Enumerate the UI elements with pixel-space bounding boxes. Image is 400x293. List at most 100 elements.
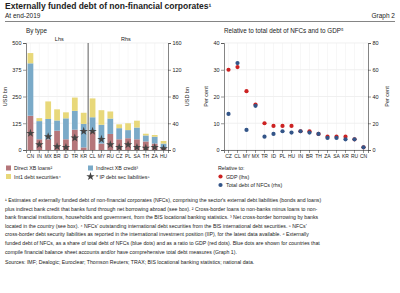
y-tick-mark (23, 123, 26, 124)
grid-line-y (26, 43, 168, 44)
y-tick-label: 375 (12, 67, 21, 73)
star-point (26, 129, 34, 137)
dot (307, 131, 311, 135)
bar (90, 132, 96, 150)
bar (54, 120, 60, 130)
y-tick-label: 20 (213, 94, 219, 100)
x-tick-label: RU (351, 153, 359, 159)
dot (352, 137, 356, 141)
x-tick-label: MY (98, 153, 106, 159)
grid-line-x (228, 43, 229, 150)
bar (143, 135, 149, 141)
star-point (124, 140, 132, 148)
x-tick-label: MX (252, 153, 260, 159)
x-tick-label: TR (71, 153, 78, 159)
footnote: plus indirect bank credit that banks fun… (5, 206, 318, 212)
bar (125, 123, 131, 130)
bar (125, 130, 131, 138)
y2-tick-mark (168, 70, 171, 71)
x-tick: RU (351, 150, 359, 159)
y2-tick-label: 80 (373, 40, 379, 46)
x-tick-label: CL (234, 153, 241, 159)
bar (36, 121, 42, 139)
y-tick-label: 0 (18, 147, 21, 153)
y2-axis: 04080120160 (168, 40, 182, 153)
header-rule (5, 21, 395, 22)
bar (45, 101, 51, 119)
grid-line-y (26, 96, 168, 97)
bar (28, 63, 34, 115)
y2-tick: 40 (368, 94, 379, 100)
dot (226, 68, 230, 72)
x-axis: CNINMXBRIDTRKRCLMYRUCZPLSATHZAHU (27, 150, 169, 159)
x-tick: HU (288, 150, 296, 159)
legend-label: GDP (lhs) (226, 174, 249, 180)
y2-tick-label: 20 (373, 121, 379, 127)
y2-tick-label: 120 (173, 67, 182, 73)
bar-series (28, 53, 167, 144)
x-tick-label: MY (243, 153, 251, 159)
x-tick: CZ (116, 150, 123, 159)
dot (298, 129, 302, 133)
grid-line-x (300, 43, 301, 150)
y2-tick: 40 (168, 121, 179, 127)
dot (325, 136, 329, 140)
grid-line-x (154, 43, 155, 150)
y2-tick-mark (168, 97, 171, 98)
dot (289, 124, 293, 128)
graph-label: Graph 2 (372, 12, 396, 20)
y2-tick-mark (368, 43, 371, 44)
grid-line-x (246, 43, 247, 150)
y2-tick-label: 40 (373, 94, 379, 100)
x-tick-label: MX (44, 153, 52, 159)
y-tick: 125 (12, 121, 26, 127)
y-tick: 20 (213, 94, 224, 100)
x-tick: MY (243, 150, 251, 159)
x-axis: CZCLMYMXTRIDPLHUINBRTHZASAKRRUCN (225, 150, 369, 159)
legend-swatch (6, 174, 11, 179)
subtitle: At end-2019 (5, 12, 41, 19)
y2-tick: 160 (168, 40, 182, 46)
x-tick-label: PL (279, 153, 285, 159)
star-point (35, 140, 43, 148)
x-tick-label: ZA (324, 153, 331, 159)
x-tick-label: SA (134, 153, 141, 159)
y2-tick: 80 (368, 40, 379, 46)
annotation: Rhs (121, 36, 131, 42)
x-tick: HU (160, 150, 168, 159)
footnote: bank financial institutions, households … (5, 214, 319, 220)
legend-label: Int1 debt securities⁴ (14, 174, 61, 180)
star-point (62, 143, 70, 150)
y2-tick: 20 (368, 121, 379, 127)
bar (143, 134, 149, 136)
legend-label: Total debt of NFCs (rhs) (226, 182, 282, 188)
bar (81, 113, 87, 124)
annotation: Lhs (55, 36, 64, 42)
bar (152, 135, 158, 137)
chart-root: Externally funded debt of non-financial … (0, 0, 400, 293)
x-tick: KR (80, 150, 87, 159)
y-tick-mark (221, 43, 224, 44)
x-tick-label: KR (80, 153, 87, 159)
grid-line-x (363, 43, 364, 150)
y2-tick: 0 (168, 147, 176, 153)
star-point (97, 135, 105, 143)
bar (107, 119, 113, 134)
dot (262, 135, 266, 139)
bar (152, 137, 158, 144)
dot (235, 65, 239, 69)
bar (63, 118, 69, 139)
grid (26, 43, 168, 150)
x-tick-label: KR (342, 153, 349, 159)
point-series (226, 61, 365, 149)
dot (271, 124, 275, 128)
y-tick-label: 0 (216, 147, 219, 153)
x-tick: MX (252, 150, 260, 159)
grid-line-x (163, 43, 164, 150)
y-axis-line (221, 44, 225, 151)
grid-line-x (264, 43, 265, 150)
star-point (150, 143, 158, 150)
bar (63, 112, 69, 118)
x-tick-label: CN (27, 153, 35, 159)
dot (316, 132, 320, 136)
